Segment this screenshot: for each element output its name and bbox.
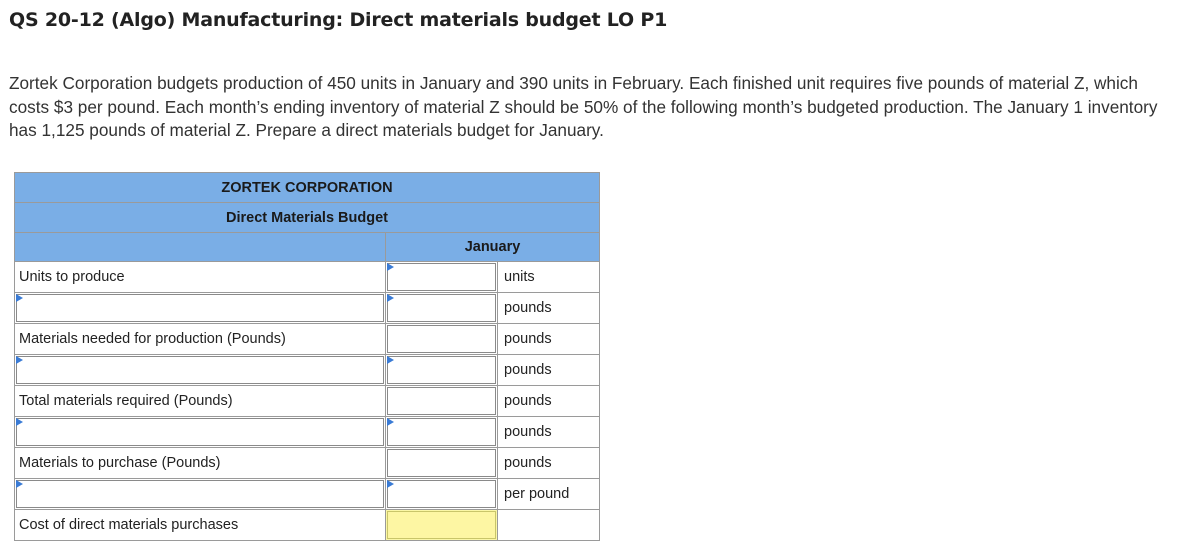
unit-label: pounds — [497, 447, 600, 479]
input-flag-icon — [387, 263, 394, 271]
amount-input[interactable] — [387, 418, 496, 446]
statement-header-row: Direct Materials Budget — [14, 202, 600, 233]
amount-input[interactable] — [387, 325, 496, 353]
table-row: Materials to purchase (Pounds) pounds — [14, 447, 600, 479]
unit-label: units — [497, 261, 600, 293]
label-cell — [14, 478, 386, 510]
row-label-input[interactable] — [16, 480, 384, 508]
amount-cell — [385, 354, 498, 386]
unit-label: pounds — [497, 416, 600, 448]
label-cell — [14, 416, 386, 448]
label-cell — [14, 354, 386, 386]
row-label: Cost of direct materials purchases — [14, 509, 386, 541]
table-row: Units to produce units — [14, 261, 600, 293]
row-label-input[interactable] — [16, 294, 384, 322]
input-flag-icon — [387, 294, 394, 302]
company-header-row: ZORTEK CORPORATION — [14, 172, 600, 203]
direct-materials-budget-table: ZORTEK CORPORATION Direct Materials Budg… — [14, 172, 600, 541]
amount-input[interactable] — [387, 480, 496, 508]
input-flag-icon — [16, 356, 23, 364]
total-cost-output — [387, 511, 496, 539]
amount-input[interactable] — [387, 263, 496, 291]
amount-input[interactable] — [387, 294, 496, 322]
input-flag-icon — [387, 418, 394, 426]
total-cost-cell — [385, 509, 498, 541]
table-row: pounds — [14, 292, 600, 324]
row-label: Materials needed for production (Pounds) — [14, 323, 386, 355]
amount-cell — [385, 416, 498, 448]
amount-input[interactable] — [387, 387, 496, 415]
input-flag-icon — [387, 356, 394, 364]
unit-label: pounds — [497, 323, 600, 355]
input-flag-icon — [16, 480, 23, 488]
amount-input[interactable] — [387, 449, 496, 477]
table-row: Cost of direct materials purchases — [14, 509, 600, 541]
input-flag-icon — [16, 418, 23, 426]
input-flag-icon — [16, 294, 23, 302]
page-title: QS 20-12 (Algo) Manufacturing: Direct ma… — [9, 9, 668, 31]
unit-label: pounds — [497, 354, 600, 386]
amount-cell — [385, 292, 498, 324]
amount-cell — [385, 323, 498, 355]
amount-cell — [385, 447, 498, 479]
input-flag-icon — [387, 480, 394, 488]
table-row: pounds — [14, 354, 600, 386]
row-label: Units to produce — [14, 261, 386, 293]
column-header-row: January — [14, 232, 600, 262]
question-text: Zortek Corporation budgets production of… — [9, 73, 1158, 140]
header-blank — [14, 232, 386, 262]
company-name: ZORTEK CORPORATION — [14, 172, 600, 203]
label-cell — [14, 292, 386, 324]
statement-title: Direct Materials Budget — [14, 202, 600, 233]
amount-cell — [385, 261, 498, 293]
table-row: per pound — [14, 478, 600, 510]
table-row: Materials needed for production (Pounds)… — [14, 323, 600, 355]
unit-label: pounds — [497, 292, 600, 324]
row-label: Materials to purchase (Pounds) — [14, 447, 386, 479]
unit-label — [497, 509, 600, 541]
column-header-january: January — [385, 232, 600, 262]
amount-cell — [385, 385, 498, 417]
unit-label: per pound — [497, 478, 600, 510]
row-label: Total materials required (Pounds) — [14, 385, 386, 417]
amount-cell — [385, 478, 498, 510]
unit-label: pounds — [497, 385, 600, 417]
amount-input[interactable] — [387, 356, 496, 384]
table-row: Total materials required (Pounds) pounds — [14, 385, 600, 417]
table-row: pounds — [14, 416, 600, 448]
row-label-input[interactable] — [16, 356, 384, 384]
row-label-input[interactable] — [16, 418, 384, 446]
